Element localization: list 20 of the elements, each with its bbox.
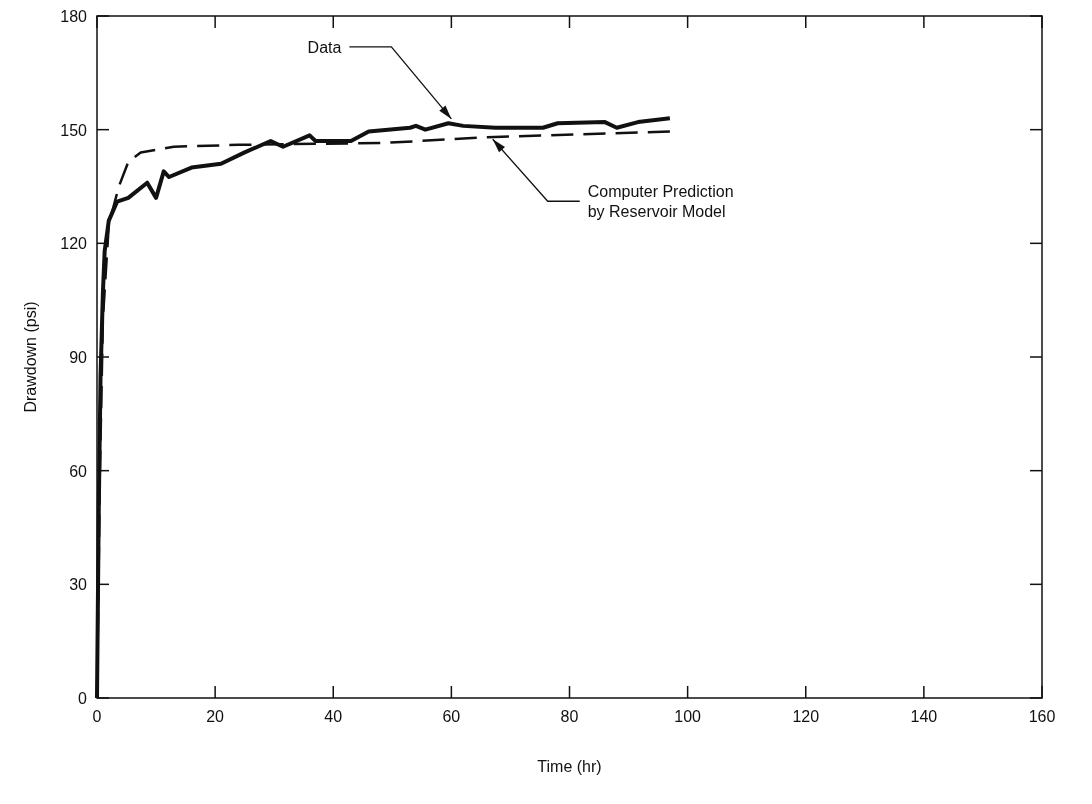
x-tick-label: 60 (442, 708, 461, 725)
y-tick-label: 60 (69, 462, 88, 480)
x-tick-label: 80 (560, 708, 579, 725)
x-tick-label: 20 (206, 708, 225, 725)
y-tick-label: 90 (69, 349, 88, 366)
x-tick-label: 120 (792, 708, 820, 725)
x-tick-label: 40 (324, 708, 343, 725)
x-tick-label: 0 (92, 708, 102, 725)
x-tick-label: 100 (674, 708, 702, 725)
x-tick-label: 140 (910, 708, 938, 725)
annotation: Data (307, 38, 342, 56)
y-tick-label: 0 (78, 690, 88, 707)
y-axis-title: Drawdown (psi) (22, 301, 39, 413)
y-tick-label: 180 (60, 8, 88, 25)
y-tick-label: 30 (69, 576, 88, 594)
x-axis-title: Time (hr) (537, 758, 602, 775)
annotation: Computer Prediction by Reservoir Model (587, 183, 734, 221)
y-tick-label: 120 (60, 235, 88, 253)
y-tick-label: 150 (60, 121, 88, 139)
x-tick-label: 160 (1028, 708, 1056, 725)
